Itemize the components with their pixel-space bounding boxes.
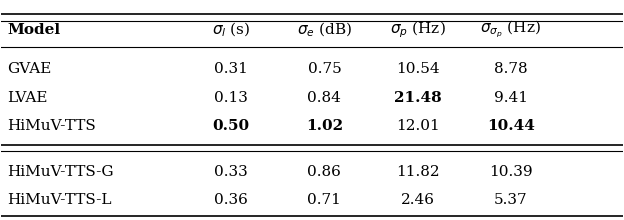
Text: 0.33: 0.33: [215, 165, 248, 179]
Text: 21.48: 21.48: [394, 91, 442, 105]
Text: 2.46: 2.46: [401, 193, 434, 207]
Text: 12.01: 12.01: [396, 119, 439, 133]
Text: 10.39: 10.39: [489, 165, 533, 179]
Text: 11.82: 11.82: [396, 165, 439, 179]
Text: 9.41: 9.41: [494, 91, 528, 105]
Text: 5.37: 5.37: [494, 193, 528, 207]
Text: 0.50: 0.50: [213, 119, 250, 133]
Text: 0.71: 0.71: [308, 193, 341, 207]
Text: 0.75: 0.75: [308, 62, 341, 76]
Text: 0.13: 0.13: [214, 91, 248, 105]
Text: $\sigma_{\sigma_p}$ (Hz): $\sigma_{\sigma_p}$ (Hz): [480, 19, 541, 40]
Text: 0.36: 0.36: [214, 193, 248, 207]
Text: LVAE: LVAE: [7, 91, 48, 105]
Text: HiMuV-TTS-L: HiMuV-TTS-L: [7, 193, 112, 207]
Text: GVAE: GVAE: [7, 62, 52, 76]
Text: $\sigma_e$ (dB): $\sigma_e$ (dB): [297, 20, 352, 39]
Text: 1.02: 1.02: [306, 119, 343, 133]
Text: HiMuV-TTS: HiMuV-TTS: [7, 119, 96, 133]
Text: 10.54: 10.54: [396, 62, 439, 76]
Text: HiMuV-TTS-G: HiMuV-TTS-G: [7, 165, 114, 179]
Text: Model: Model: [7, 23, 61, 37]
Text: 0.86: 0.86: [308, 165, 341, 179]
Text: $\sigma_p$ (Hz): $\sigma_p$ (Hz): [390, 19, 446, 40]
Text: 0.31: 0.31: [214, 62, 248, 76]
Text: 8.78: 8.78: [494, 62, 528, 76]
Text: $\sigma_l$ (s): $\sigma_l$ (s): [212, 20, 250, 39]
Text: 0.84: 0.84: [308, 91, 341, 105]
Text: 10.44: 10.44: [487, 119, 535, 133]
